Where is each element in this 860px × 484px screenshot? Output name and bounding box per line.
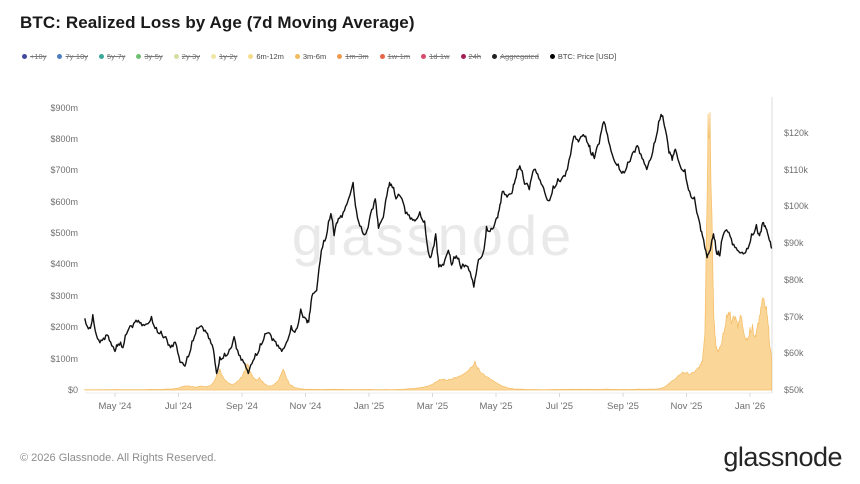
- right-axis-tick-label: $70k: [784, 311, 804, 322]
- legend-label: 6m-12m: [256, 52, 284, 61]
- right-axis-tick-label: $90k: [784, 238, 804, 248]
- legend-item-1w-1m[interactable]: 1w-1m: [379, 52, 411, 61]
- legend-item--10y[interactable]: +10y: [22, 52, 46, 61]
- x-axis-tick-label: Jul '24: [164, 401, 193, 412]
- legend: +10y 7y-10y 5y-7y 3y-5y 2y-3y 1y-2y 6m-12m 3m-6…: [22, 52, 616, 61]
- legend-dot-icon: [57, 54, 63, 59]
- legend-label: 24h: [468, 52, 482, 61]
- legend-dot-icon: [136, 54, 142, 59]
- legend-label: +10y: [30, 52, 47, 61]
- legend-label: BTC: Price [USD]: [557, 52, 617, 61]
- legend-item-3m-6m[interactable]: 3m-6m: [294, 52, 327, 61]
- left-axis-tick-label: $800m: [50, 133, 78, 144]
- right-axis-tick-label: $110k: [784, 164, 808, 175]
- legend-item-24h[interactable]: 24h: [460, 52, 482, 61]
- right-axis-tick-label: $60k: [784, 348, 804, 359]
- legend-item-btc-price-usd-[interactable]: BTC: Price [USD]: [549, 52, 617, 61]
- left-axis-tick-label: $0: [67, 385, 78, 395]
- x-axis-tick-label: Sep '25: [607, 401, 639, 412]
- legend-dot-icon: [337, 54, 343, 59]
- x-axis-tick-label: Jan '26: [734, 401, 766, 412]
- legend-item-7y-10y[interactable]: 7y-10y: [57, 52, 88, 61]
- legend-label: Aggregated: [500, 52, 539, 61]
- legend-dot-icon: [22, 54, 27, 59]
- legend-item-5y-7y[interactable]: 5y-7y: [99, 52, 125, 61]
- legend-dot-icon: [492, 54, 498, 59]
- left-axis-tick-label: $500m: [50, 228, 78, 239]
- x-axis-tick-label: Nov '24: [289, 401, 322, 412]
- right-axis-tick-label: $120k: [784, 127, 809, 138]
- legend-dot-icon: [173, 54, 179, 59]
- legend-label: 7y-10y: [65, 52, 88, 61]
- right-axis-tick-label: $100k: [784, 201, 809, 212]
- legend-dot-icon: [294, 54, 300, 59]
- right-axis-tick-label: $50k: [784, 385, 804, 395]
- legend-label: 2y-3y: [181, 52, 201, 61]
- x-axis-tick-label: Jul '25: [545, 401, 574, 412]
- left-axis-tick-label: $200m: [50, 322, 78, 333]
- btc-price-line-series[interactable]: [84, 113, 773, 375]
- legend-dot-icon: [211, 54, 217, 59]
- x-axis-tick-label: Nov '25: [670, 401, 703, 412]
- legend-dot-icon: [379, 54, 385, 59]
- legend-dot-icon: [460, 54, 466, 59]
- legend-label: 1d-1w: [429, 52, 450, 61]
- legend-label: 3m-6m: [302, 52, 327, 61]
- glassnode-logo: glassnode: [723, 442, 842, 472]
- legend-item-3y-5y[interactable]: 3y-5y: [136, 52, 163, 61]
- legend-item-6m-12m[interactable]: 6m-12m: [248, 52, 284, 61]
- legend-label: 5y-7y: [107, 52, 126, 61]
- legend-dot-icon: [549, 54, 555, 59]
- page-title: BTC: Realized Loss by Age (7d Moving Ave…: [20, 13, 415, 32]
- x-axis-tick-label: Mar '25: [416, 401, 449, 412]
- x-axis-ticks: [114, 393, 751, 397]
- right-axis-tick-label: $80k: [784, 274, 804, 285]
- legend-label: 1y-2y: [219, 52, 238, 61]
- copyright-text: © 2026 Glassnode. All Rights Reserved.: [20, 452, 217, 464]
- left-axis-tick-label: $700m: [50, 165, 78, 176]
- x-axis-tick-label: Sep '24: [226, 401, 258, 412]
- legend-item-1m-3m[interactable]: 1m-3m: [337, 52, 369, 61]
- x-axis-tick-label: Jan '25: [353, 401, 385, 412]
- x-axis-tick-label: May '25: [479, 401, 513, 412]
- left-axis-tick-label: $900m: [50, 102, 78, 113]
- realized-loss-area-series[interactable]: [84, 112, 772, 391]
- legend-label: 1w-1m: [387, 52, 411, 61]
- legend-item-1d-1w[interactable]: 1d-1w: [421, 52, 450, 61]
- left-axis-tick-label: $600m: [50, 196, 78, 207]
- left-axis-tick-label: $100m: [50, 353, 78, 364]
- legend-item-1y-2y[interactable]: 1y-2y: [211, 52, 237, 61]
- legend-item-2y-3y[interactable]: 2y-3y: [173, 52, 201, 61]
- x-axis-tick-label: May '24: [98, 401, 132, 412]
- legend-dot-icon: [421, 54, 427, 59]
- legend-label: 1m-3m: [345, 52, 369, 61]
- legend-item-aggregated[interactable]: Aggregated: [492, 52, 539, 61]
- left-axis-tick-label: $400m: [50, 259, 78, 270]
- left-axis-tick-label: $300m: [50, 290, 78, 301]
- legend-dot-icon: [248, 54, 254, 59]
- legend-label: 3y-5y: [144, 52, 163, 61]
- legend-dot-icon: [99, 54, 104, 59]
